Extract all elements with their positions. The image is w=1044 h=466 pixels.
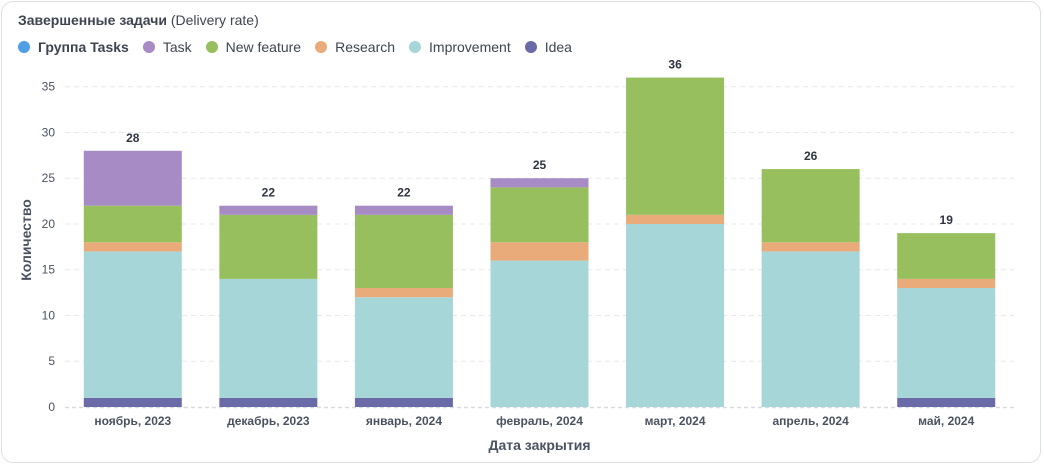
bar-segment-improvement [761,251,860,407]
bar-total-label: 22 [262,186,276,200]
bar-segment-improvement [626,223,725,407]
x-tick-label: февраль, 2024 [496,414,583,428]
bar-segment-research [626,214,725,224]
legend-dot-icon [142,41,155,53]
legend-item-research[interactable]: Research [315,39,395,55]
y-tick-label: 5 [48,354,55,368]
bar-segment-improvement [490,260,589,407]
x-tick-label: май, 2024 [918,414,974,428]
bar-total-label: 28 [126,131,140,145]
bar-segment-task [490,178,589,188]
legend-label: Improvement [429,39,511,55]
bar-segment-task [219,205,318,215]
y-tick-label: 10 [42,308,56,322]
bar-segment-research [354,288,453,298]
bar-segment-new-feature [219,214,318,279]
chart-title-main: Завершенные задачи [18,12,167,28]
legend-label: Группа Tasks [38,39,129,55]
chart-legend: Группа Tasks Task New feature Research I… [18,39,586,55]
bar-segment-new-feature [490,187,589,243]
bar-segment-idea [354,397,453,407]
x-tick-label: ноябрь, 2023 [94,414,171,428]
legend-item-group-tasks[interactable]: Группа Tasks [18,39,129,55]
bar-segment-idea [219,397,318,407]
y-tick-label: 25 [42,171,56,185]
bar-segment-research [83,242,182,252]
y-tick-label: 20 [42,217,56,231]
y-tick-label: 0 [48,400,55,414]
legend-item-task[interactable]: Task [142,39,192,55]
bar-segment-improvement [219,278,318,398]
legend-dot-icon [524,41,537,53]
bar-total-label: 26 [804,149,818,163]
bar-segment-improvement [354,297,453,398]
bar-segment-task [354,205,453,215]
legend-item-new-feature[interactable]: New feature [205,39,302,55]
legend-label: New feature [225,39,302,55]
bar-segment-research [490,242,589,261]
bar-segment-new-feature [761,169,860,243]
y-tick-label: 35 [42,80,56,94]
bar-segment-improvement [83,251,182,398]
bar-segment-new-feature [354,214,453,289]
bar-segment-idea [897,397,996,407]
legend-dot-icon [18,41,30,53]
bar-segment-new-feature [897,233,996,279]
bar-segment-new-feature [626,77,725,215]
bar-segment-research [761,242,860,252]
legend-dot-icon [315,41,328,53]
bar-segment-new-feature [83,205,182,243]
legend-label: Idea [544,39,572,55]
bar-total-label: 22 [397,186,411,200]
x-tick-label: декабрь, 2023 [227,414,310,428]
bar-total-label: 25 [533,158,547,172]
legend-label: Research [335,39,396,55]
chart-title: Завершенные задачи (Delivery rate) [18,12,259,28]
x-tick-label: январь, 2024 [366,414,443,428]
bar-total-label: 36 [668,58,682,72]
chart-title-suffix: (Delivery rate) [170,12,259,28]
x-tick-label: апрель, 2024 [772,414,849,428]
legend-item-idea[interactable]: Idea [524,39,572,55]
legend-item-improvement[interactable]: Improvement [409,39,511,55]
bar-segment-research [897,278,996,289]
y-tick-label: 30 [42,125,56,139]
y-tick-label: 15 [42,263,56,277]
bar-segment-task [83,150,182,206]
bar-segment-idea [83,397,182,407]
legend-dot-icon [409,41,422,53]
y-axis-title: Количество [18,199,34,281]
legend-dot-icon [205,41,218,53]
x-tick-label: март, 2024 [645,414,706,428]
legend-label: Task [162,39,192,55]
bar-total-label: 19 [940,213,954,227]
bar-segment-improvement [897,288,996,398]
x-axis-title: Дата закрытия [489,437,591,453]
